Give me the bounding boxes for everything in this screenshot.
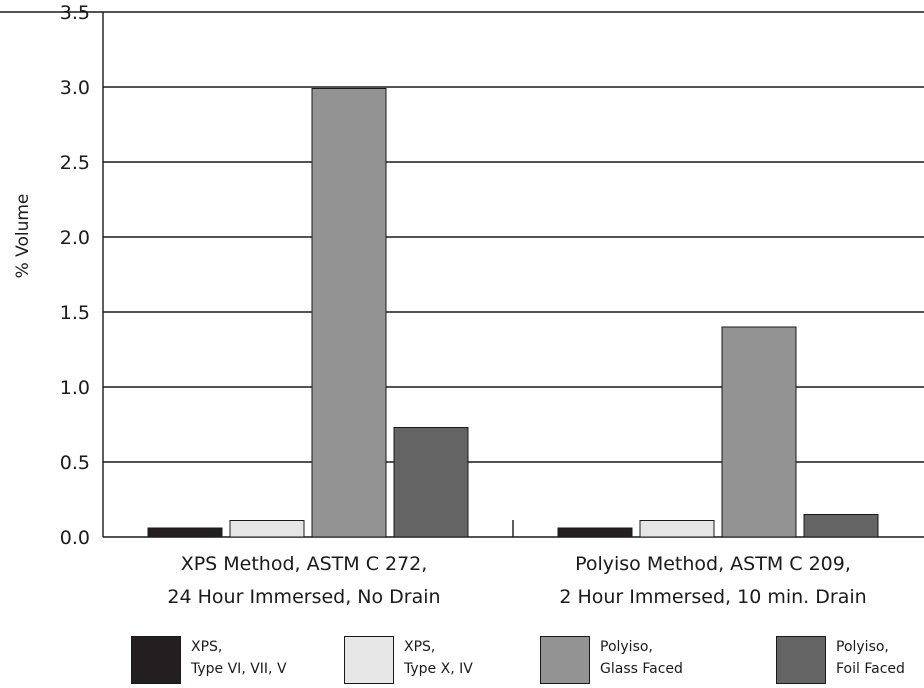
y-tick-label: 1.5 xyxy=(60,302,90,324)
axes xyxy=(0,11,514,537)
bar xyxy=(557,527,633,538)
category-label: Polyiso Method, ASTM C 209, xyxy=(575,553,851,575)
legend-label-line: Glass Faced xyxy=(600,661,683,677)
category-labels: XPS Method, ASTM C 272, 24 Hour Immersed,… xyxy=(167,553,866,608)
y-tick-label: 0.5 xyxy=(60,452,90,474)
legend-swatch xyxy=(776,636,826,684)
legend-label-line: Type X, IV xyxy=(404,661,473,677)
legend-label-line: Polyiso, xyxy=(600,639,653,655)
bar xyxy=(721,326,797,538)
legend-label-line: XPS, xyxy=(404,639,436,655)
legend-label: XPS, Type VI, VII, V xyxy=(191,636,287,680)
category-label: XPS Method, ASTM C 272, xyxy=(181,553,428,575)
legend-label-line: Type VI, VII, V xyxy=(191,661,287,677)
category-label: 2 Hour Immersed, 10 min. Drain xyxy=(559,586,866,608)
bar xyxy=(803,514,879,538)
y-tick-label: 3.0 xyxy=(60,77,90,99)
y-tick-label: 3.5 xyxy=(60,2,90,24)
legend: XPS, Type VI, VII, V XPS, Type X, IV Polyiso… xyxy=(0,622,924,688)
legend-swatch xyxy=(131,636,181,684)
bar xyxy=(639,520,715,538)
y-tick-label: 2.5 xyxy=(60,152,90,174)
gridlines xyxy=(103,11,924,538)
legend-label: Polyiso, Glass Faced xyxy=(600,636,683,680)
y-tick-labels: 0.0 0.5 1.0 1.5 2.0 2.5 3.0 3.5 xyxy=(60,2,90,549)
legend-swatch xyxy=(344,636,394,684)
bar xyxy=(147,527,223,538)
legend-label: Polyiso, Foil Faced xyxy=(836,636,905,680)
bar xyxy=(311,88,387,538)
bars xyxy=(147,88,879,538)
y-tick-label: 0.0 xyxy=(60,527,90,549)
y-tick-label: 1.0 xyxy=(60,377,90,399)
legend-label: XPS, Type X, IV xyxy=(404,636,473,680)
legend-label-line: Polyiso, xyxy=(836,639,889,655)
bar-chart: 0.0 0.5 1.0 1.5 2.0 2.5 3.0 3.5 XPS Method, AST… xyxy=(0,2,924,608)
legend-swatch xyxy=(540,636,590,684)
bar xyxy=(229,520,305,538)
y-tick-label: 2.0 xyxy=(60,227,90,249)
category-label: 24 Hour Immersed, No Drain xyxy=(167,586,440,608)
legend-label-line: Foil Faced xyxy=(836,661,905,677)
bar xyxy=(393,427,469,538)
y-axis-title: % Volume xyxy=(13,194,33,279)
legend-label-line: XPS, xyxy=(191,639,223,655)
